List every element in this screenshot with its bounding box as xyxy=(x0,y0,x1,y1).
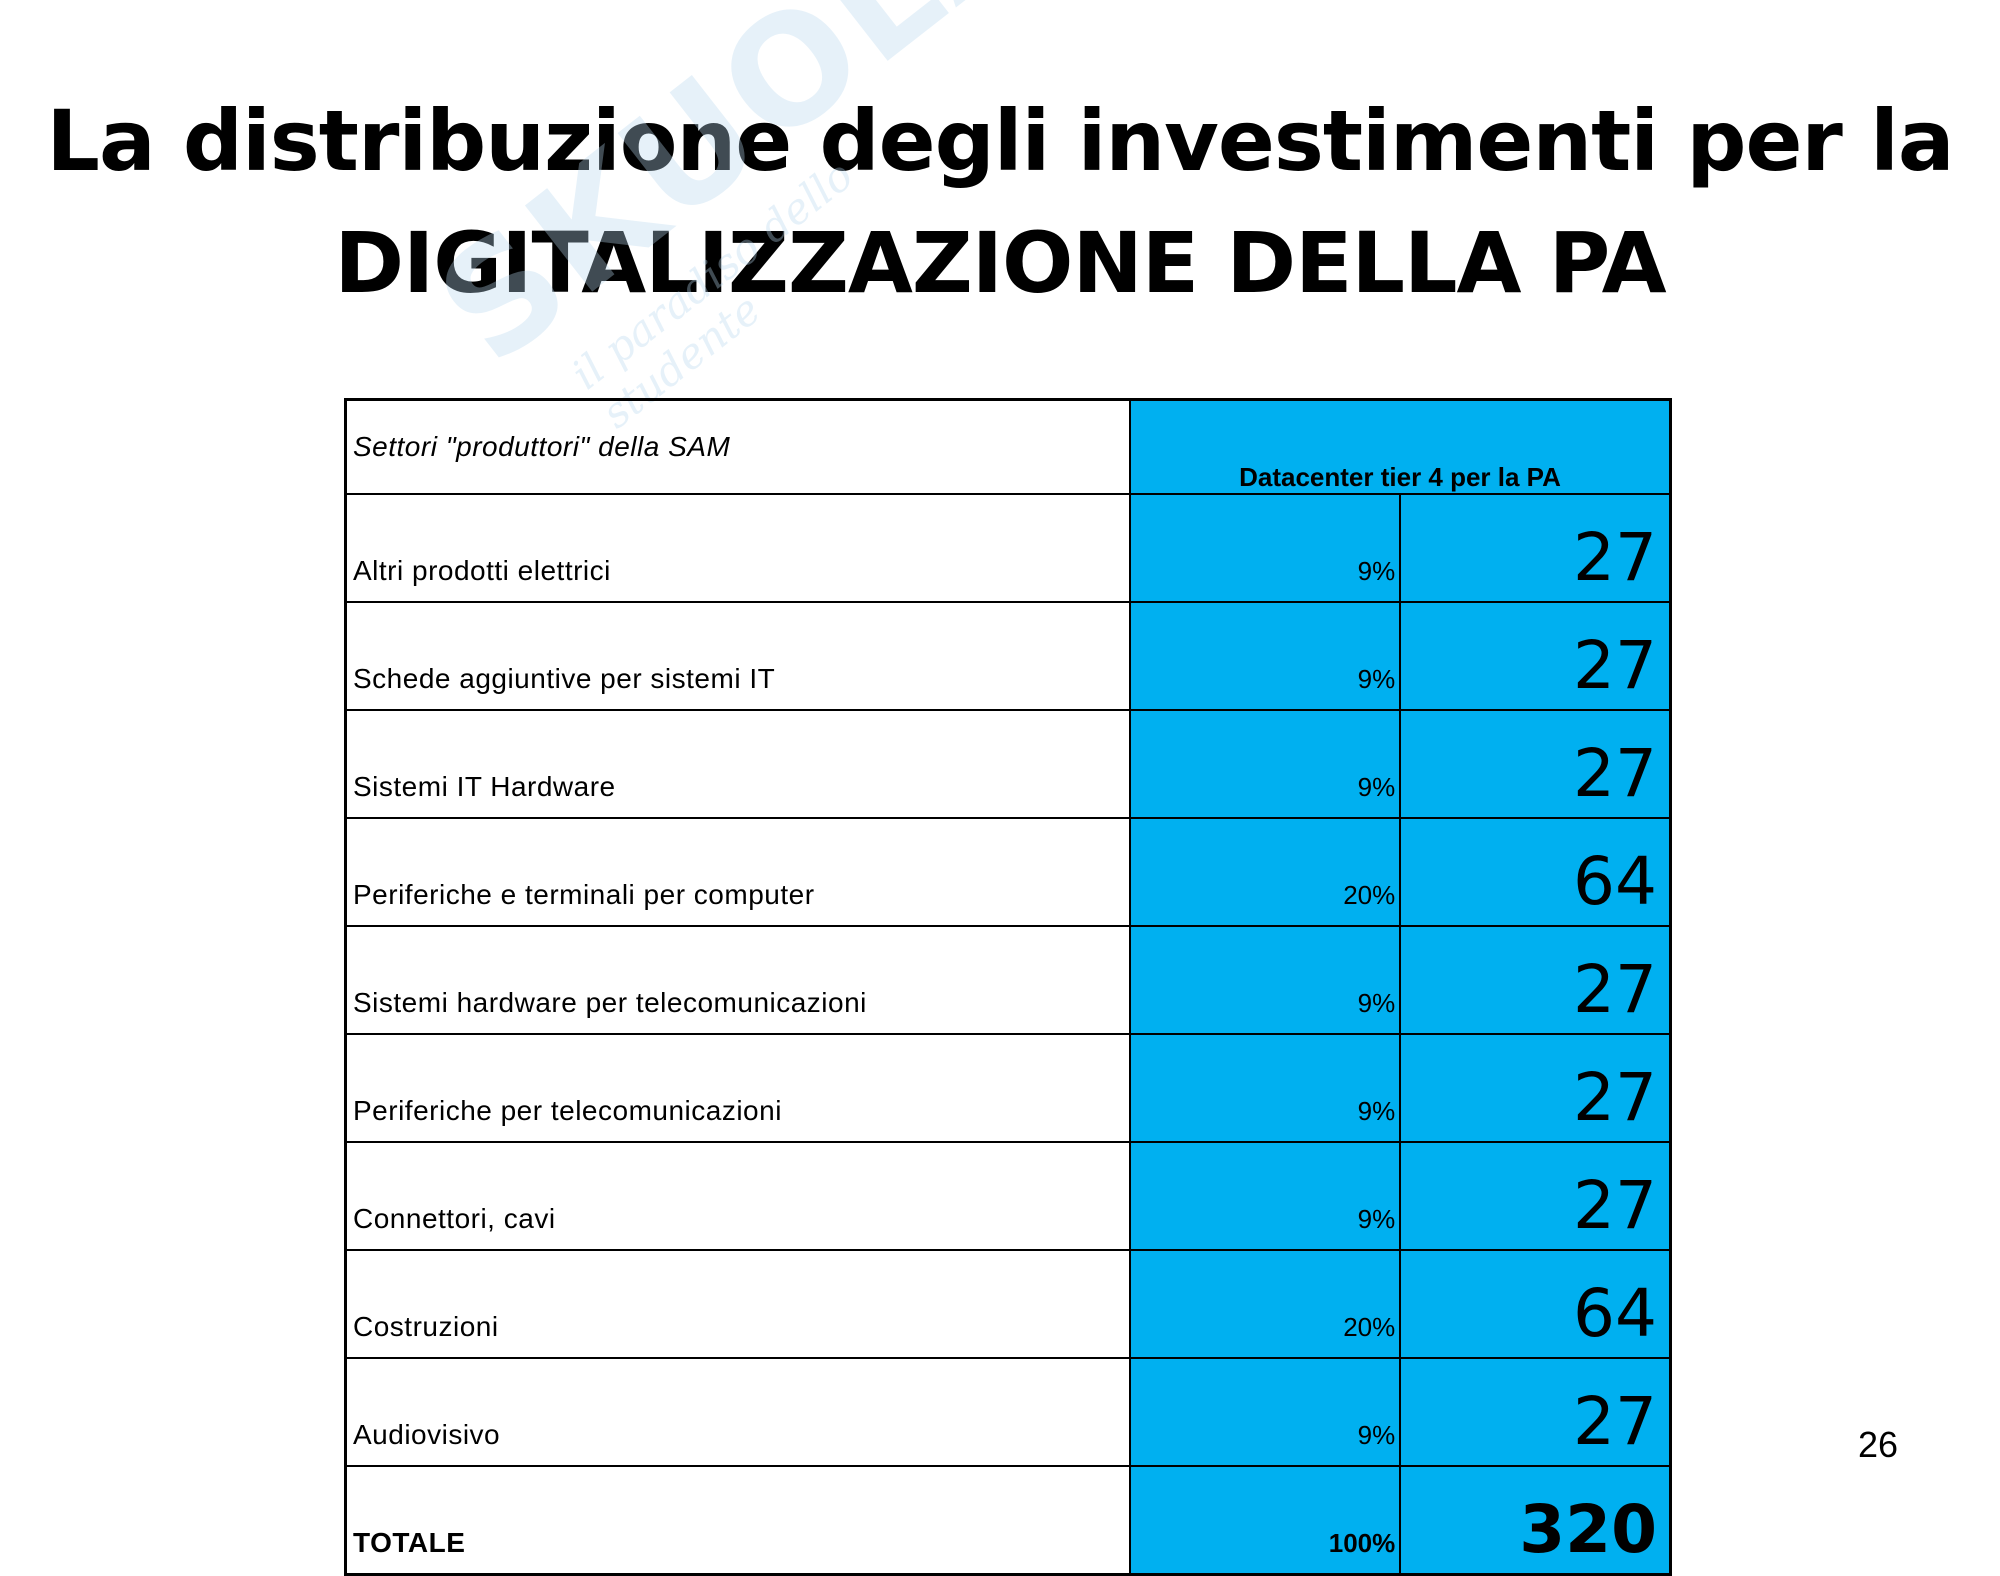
row-value: 27 xyxy=(1399,1357,1672,1467)
row-percent: 9% xyxy=(1128,709,1402,819)
investment-table: Settori "produttori" della SAM Datacente… xyxy=(344,398,1672,1576)
header-sector-label: Settori "produttori" della SAM xyxy=(344,398,1131,495)
row-sector: Sistemi hardware per telecomunicazioni xyxy=(344,925,1131,1035)
row-percent: 9% xyxy=(1128,601,1402,711)
table-row: Schede aggiuntive per sistemi IT 9% 27 xyxy=(344,601,1672,711)
row-sector: Costruzioni xyxy=(344,1249,1131,1359)
row-percent: 9% xyxy=(1128,1033,1402,1143)
slide-title-line-1: La distribuzione degli investimenti per … xyxy=(46,92,1954,190)
table-row: Periferiche e terminali per computer 20%… xyxy=(344,817,1672,927)
row-percent: 20% xyxy=(1128,1249,1402,1359)
row-percent: 9% xyxy=(1128,1141,1402,1251)
row-value: 27 xyxy=(1399,925,1672,1035)
page-number: 26 xyxy=(1857,1424,1898,1465)
table-row: Connettori, cavi 9% 27 xyxy=(344,1141,1672,1251)
row-sector: Altri prodotti elettrici xyxy=(344,493,1131,603)
row-value: 27 xyxy=(1399,1141,1672,1251)
row-percent: 9% xyxy=(1128,1357,1402,1467)
row-value: 27 xyxy=(1399,709,1672,819)
row-sector: Periferiche per telecomunicazioni xyxy=(344,1033,1131,1143)
row-sector: Sistemi IT Hardware xyxy=(344,709,1131,819)
row-value: 64 xyxy=(1399,1249,1672,1359)
table-row: Periferiche per telecomunicazioni 9% 27 xyxy=(344,1033,1672,1143)
row-value: 64 xyxy=(1399,817,1672,927)
total-value: 320 xyxy=(1399,1465,1672,1576)
row-value: 27 xyxy=(1399,601,1672,711)
row-percent: 20% xyxy=(1128,817,1402,927)
row-value: 27 xyxy=(1399,1033,1672,1143)
table-row: Audiovisivo 9% 27 xyxy=(344,1357,1672,1467)
table-row: Altri prodotti elettrici 9% 27 xyxy=(344,493,1672,603)
table-total-row: TOTALE 100% 320 xyxy=(344,1465,1672,1576)
slide-title: La distribuzione degli investimenti per … xyxy=(0,80,2000,324)
row-sector: Connettori, cavi xyxy=(344,1141,1131,1251)
total-label: TOTALE xyxy=(344,1465,1131,1576)
table-row: Sistemi IT Hardware 9% 27 xyxy=(344,709,1672,819)
row-sector: Schede aggiuntive per sistemi IT xyxy=(344,601,1131,711)
row-sector: Periferiche e terminali per computer xyxy=(344,817,1131,927)
slide-title-line-2: DIGITALIZZAZIONE DELLA PA xyxy=(334,214,1666,312)
row-sector: Audiovisivo xyxy=(344,1357,1131,1467)
total-percent: 100% xyxy=(1128,1465,1402,1576)
table-row: Sistemi hardware per telecomunicazioni 9… xyxy=(344,925,1672,1035)
table-row: Costruzioni 20% 64 xyxy=(344,1249,1672,1359)
table-header-row: Settori "produttori" della SAM Datacente… xyxy=(344,398,1672,495)
row-percent: 9% xyxy=(1128,493,1402,603)
row-value: 27 xyxy=(1399,493,1672,603)
header-column-label: Datacenter tier 4 per la PA xyxy=(1129,398,1672,495)
row-percent: 9% xyxy=(1128,925,1402,1035)
